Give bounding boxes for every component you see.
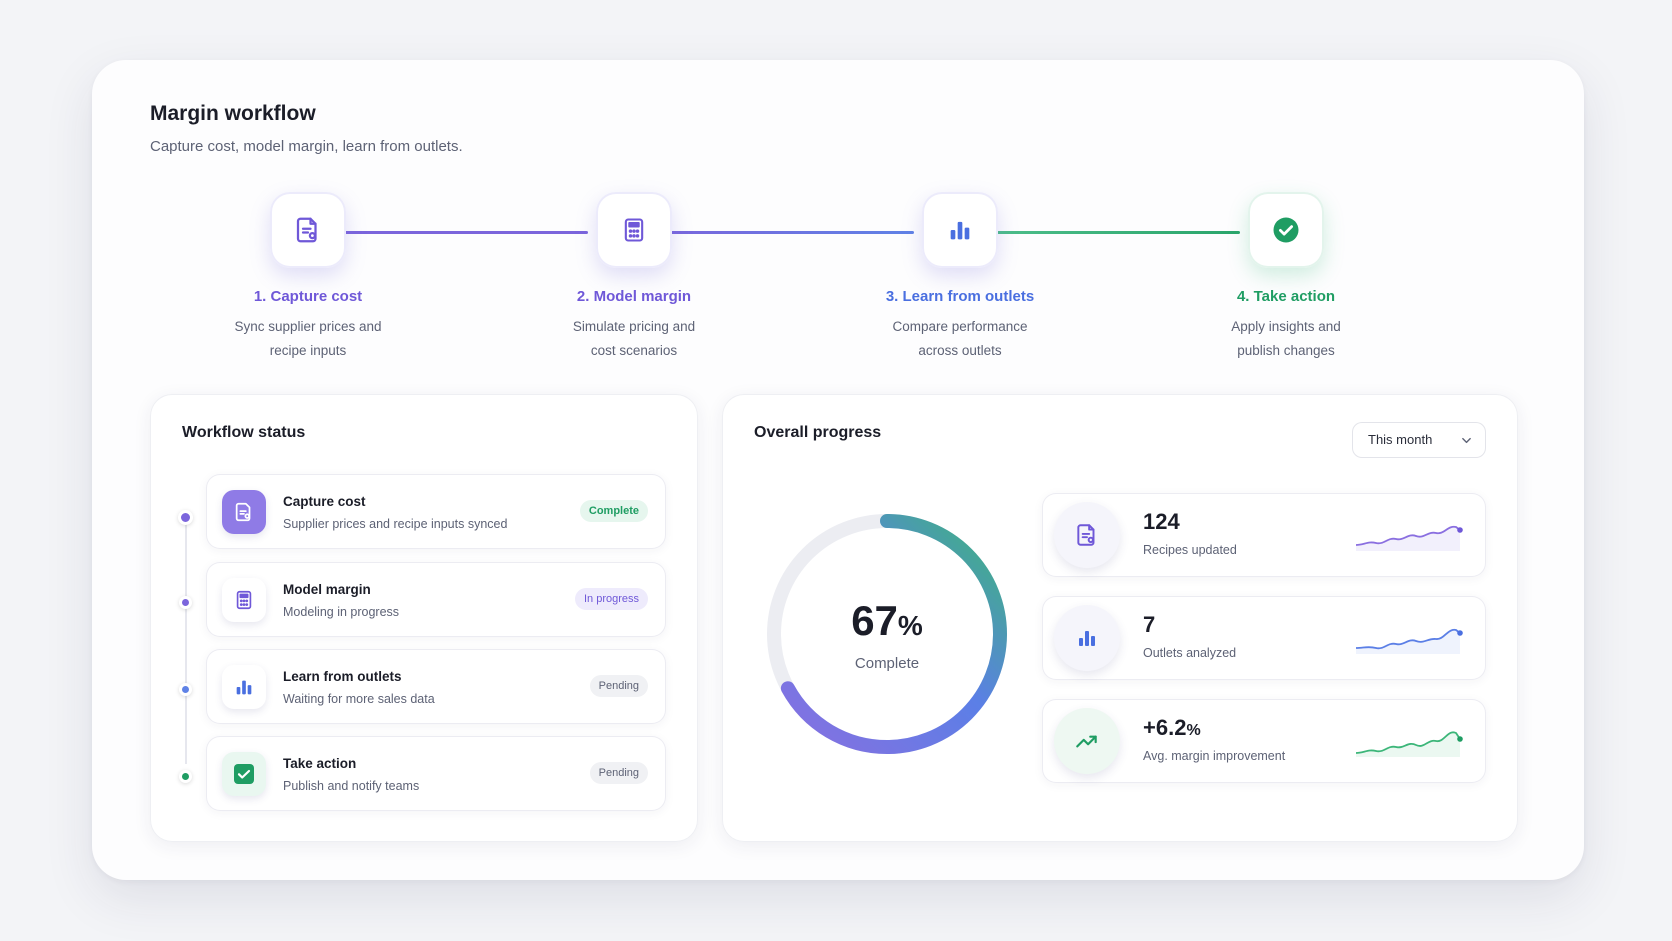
status-badge: Complete [579, 500, 648, 522]
progress-percent-sign: % [897, 610, 923, 641]
calculator-icon [222, 578, 266, 622]
status-item-name: Learn from outlets [283, 669, 402, 684]
progress-percent: 67% [762, 597, 1012, 645]
step-title: 3. Learn from outlets [885, 288, 1035, 305]
panel-title: Workflow status [182, 424, 306, 441]
page-title: Margin workflow [150, 102, 316, 125]
status-item-model-margin[interactable]: Model margin Modeling in progress In pro… [206, 562, 666, 637]
panel-title: Overall progress [754, 424, 882, 441]
margin-workflow-card: Margin workflow Capture cost, model marg… [92, 60, 1584, 880]
bar-chart-icon [922, 192, 998, 268]
status-item-description: Waiting for more sales data [283, 692, 435, 706]
check-icon [222, 752, 266, 796]
document-icon [222, 490, 266, 534]
metric-recipes-updated: 124 Recipes updated [1042, 493, 1486, 577]
check-circle-icon [1248, 192, 1324, 268]
metric-avg-margin-improvement: +6.2% Avg. margin improvement [1042, 699, 1486, 783]
timeline-dot-complete [178, 510, 193, 525]
step-connector [980, 231, 1240, 234]
step-description: Compare performance across outlets [892, 319, 1028, 358]
trend-up-icon [1054, 708, 1120, 774]
metric-value-number: 7 [1143, 612, 1156, 637]
metric-value: 7 [1143, 612, 1155, 638]
period-dropdown[interactable]: This month [1352, 422, 1486, 458]
status-item-name: Take action [283, 756, 357, 771]
metric-outlets-analyzed: 7 Outlets analyzed [1042, 596, 1486, 680]
workflow-stepper: 1. Capture cost Sync supplier prices and… [92, 60, 1584, 360]
status-item-description: Publish and notify teams [283, 779, 420, 793]
step-description: Simulate pricing and cost scenarios [572, 319, 696, 358]
step-title: 1. Capture cost [253, 288, 363, 305]
step-title: 4. Take action [1236, 288, 1336, 305]
status-item-take-action[interactable]: Take action Publish and notify teams Pen… [206, 736, 666, 811]
status-item-name: Model margin [283, 582, 371, 597]
status-item-capture-cost[interactable]: Capture cost Supplier prices and recipe … [206, 474, 666, 549]
status-badge: In progress [574, 588, 648, 610]
document-icon [1054, 502, 1120, 568]
progress-label: Complete [854, 655, 920, 672]
metric-label: Recipes updated [1143, 543, 1237, 557]
sparkline-chart [1355, 731, 1463, 757]
step-description: Sync supplier prices and recipe inputs [234, 319, 382, 358]
metric-label: Outlets analyzed [1143, 646, 1237, 660]
timeline-dot-in-progress [179, 596, 192, 609]
progress-percent-value: 67 [851, 597, 898, 644]
workflow-status-panel: Workflow status Capture cost Supplier pr… [150, 394, 698, 842]
step-take-action[interactable]: 4. Take action Apply insights and publis… [1156, 192, 1416, 363]
calculator-icon [596, 192, 672, 268]
metric-label: Avg. margin improvement [1143, 749, 1286, 763]
step-model-margin[interactable]: 2. Model margin Simulate pricing and cos… [504, 192, 764, 363]
status-item-description: Supplier prices and recipe inputs synced [283, 517, 508, 531]
document-icon [270, 192, 346, 268]
sparkline-chart [1355, 628, 1463, 654]
progress-ring: 67% Complete [762, 509, 1012, 759]
chevron-down-icon [1462, 437, 1471, 444]
overall-progress-panel: Overall progress This month 6 [722, 394, 1518, 842]
status-badge: Pending [589, 762, 648, 784]
status-item-description: Modeling in progress [283, 605, 400, 619]
step-description: Apply insights and publish changes [1231, 319, 1341, 358]
timeline-dot-pending [179, 683, 192, 696]
bar-chart-icon [1054, 605, 1120, 671]
progress-ring-fill [767, 514, 1007, 754]
status-item-name: Capture cost [283, 494, 366, 509]
timeline-line [185, 514, 187, 764]
bar-chart-icon [222, 665, 266, 709]
timeline-dot-pending [179, 770, 192, 783]
step-title: 2. Model margin [576, 288, 692, 305]
metric-value: +6.2% [1143, 715, 1201, 741]
metric-value-number: 124 [1143, 509, 1180, 534]
status-badge: Pending [589, 675, 648, 697]
step-learn-from-outlets[interactable]: 3. Learn from outlets Compare performanc… [830, 192, 1090, 363]
metric-value: 124 [1143, 509, 1180, 535]
step-connector [654, 231, 914, 234]
page-subtitle: Capture cost, model margin, learn from o… [150, 138, 463, 155]
sparkline-chart [1355, 525, 1463, 551]
step-capture-cost[interactable]: 1. Capture cost Sync supplier prices and… [178, 192, 438, 363]
metric-value-suffix: % [1186, 722, 1201, 739]
period-dropdown-value: This month [1368, 432, 1433, 447]
step-connector [328, 231, 588, 234]
metric-value-number: +6.2 [1143, 715, 1187, 740]
status-item-learn-from-outlets[interactable]: Learn from outlets Waiting for more sale… [206, 649, 666, 724]
